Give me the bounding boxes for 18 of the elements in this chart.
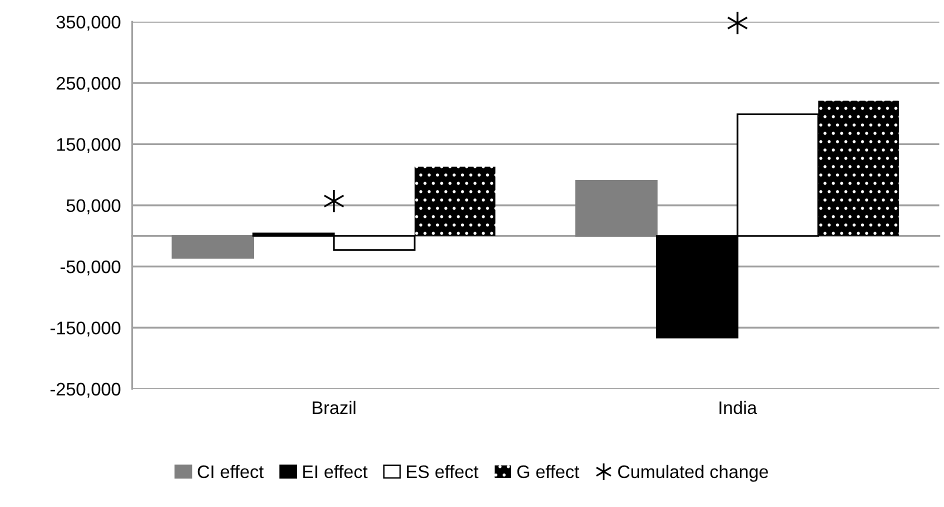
bar [575, 180, 658, 237]
bar [414, 166, 496, 236]
legend-label: CI effect [198, 464, 264, 478]
y-tick-label: 250,000 [56, 76, 120, 92]
bar [818, 100, 899, 236]
y-tick-label: 50,000 [66, 199, 120, 214]
legend-label: G effect [517, 464, 580, 478]
legend-label: Cumulated change [618, 464, 768, 482]
y-tick-label: -250,000 [50, 382, 120, 398]
y-tick-label: -150,000 [50, 322, 120, 337]
legend-label: EI effect [303, 464, 368, 478]
y-tick-label: 150,000 [57, 138, 120, 154]
y-tick-label: -50,000 [60, 260, 120, 276]
x-tick-label: India [720, 400, 758, 414]
bar [172, 235, 254, 259]
x-tick-label: Brazil [312, 400, 356, 414]
legend-label: ES effect [407, 464, 478, 478]
y-tick-label: 350,000 [56, 16, 120, 31]
